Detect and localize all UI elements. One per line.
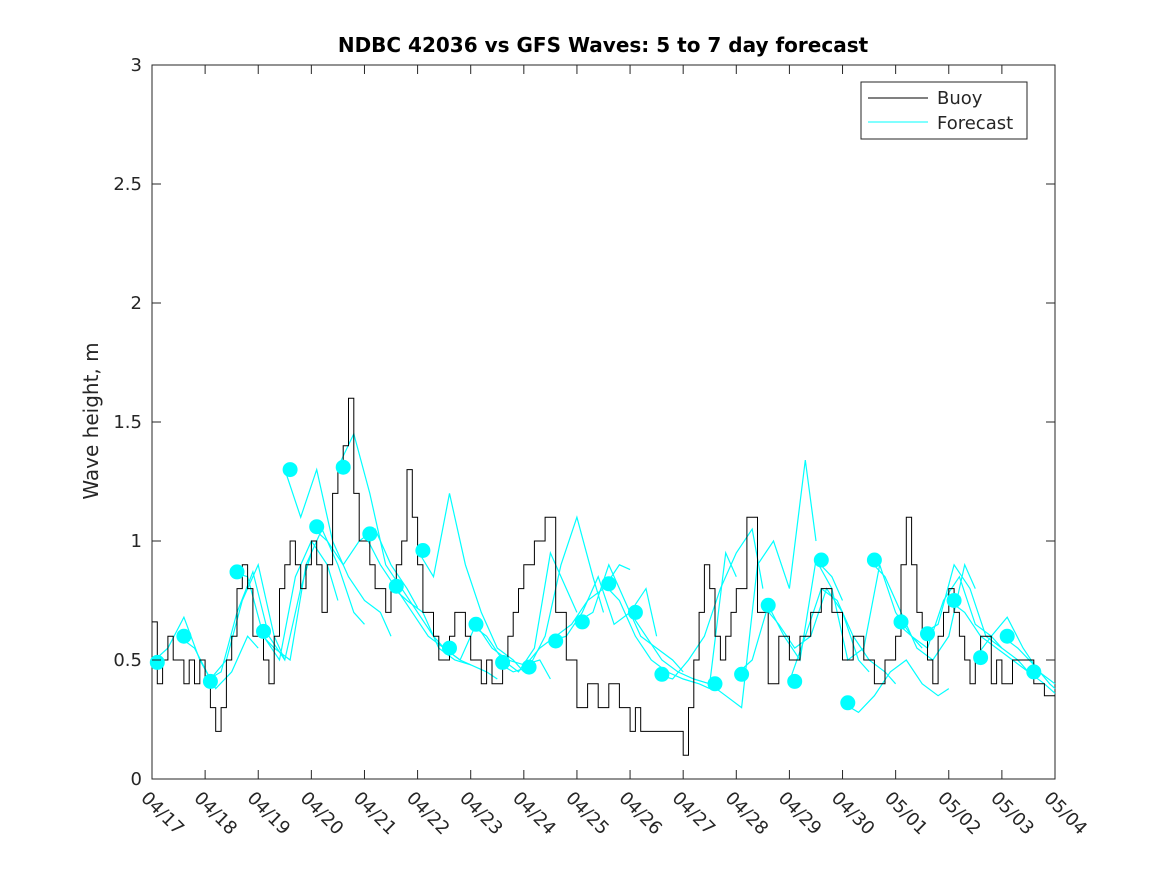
forecast-markers: [149, 459, 1042, 711]
forecast-marker-11: [442, 640, 457, 656]
legend-buoy-label: Buoy: [937, 88, 983, 109]
y-axis-label: Wave height, m: [79, 342, 103, 499]
forecast-marker-4: [256, 623, 271, 639]
forecast-marker-21: [734, 666, 750, 682]
x-tick-label: 04/28: [721, 788, 773, 840]
forecast-line-25: [842, 659, 950, 714]
forecast-marker-20: [707, 676, 723, 692]
forecast-line-23: [788, 587, 897, 685]
forecast-marker-23: [787, 673, 803, 689]
y-tick-label: 1: [131, 531, 142, 552]
x-tick-label: 04/21: [349, 788, 401, 840]
forecast-marker-31: [999, 628, 1015, 644]
x-tick-label: 04/23: [455, 788, 507, 840]
legend: Buoy Forecast: [860, 81, 1028, 140]
forecast-line-11: [443, 623, 551, 680]
x-tick-label: 04/20: [296, 788, 348, 840]
forecast-marker-8: [362, 526, 378, 542]
x-tick-label: 04/17: [136, 788, 188, 840]
forecast-marker-30: [973, 650, 989, 666]
forecast-marker-19: [654, 666, 670, 682]
legend-box: [860, 81, 1028, 140]
forecast-marker-16: [574, 614, 590, 630]
forecast-line-12: [470, 550, 578, 673]
x-tick-label: 04/22: [402, 788, 454, 840]
x-tick-label: 04/24: [508, 788, 560, 840]
forecast-line-3: [231, 539, 339, 662]
forecast-line-18: [629, 550, 737, 685]
forecast-marker-18: [627, 604, 643, 620]
x-tick-label: 05/03: [986, 788, 1038, 840]
forecast-marker-22: [760, 597, 776, 613]
y-tick-label: 2.5: [113, 174, 142, 195]
forecast-series: [151, 432, 1056, 714]
forecast-line-14: [523, 564, 631, 668]
x-tick-label: 04/30: [827, 788, 879, 840]
x-tick-label: 05/02: [933, 788, 985, 840]
forecast-marker-6: [309, 519, 325, 535]
forecast-marker-29: [946, 593, 962, 608]
forecast-line-21: [735, 558, 844, 675]
forecast-marker-5: [282, 462, 298, 478]
forecast-marker-2: [202, 673, 218, 689]
forecast-line-17: [603, 583, 710, 690]
forecast-marker-7: [335, 459, 351, 475]
y-tick-label: 2: [131, 293, 142, 314]
forecast-line-19: [656, 527, 764, 680]
forecast-marker-25: [840, 695, 856, 711]
forecast-line-24: [815, 559, 923, 662]
forecast-line-28: [921, 563, 1029, 673]
buoy-series: [152, 397, 1055, 756]
y-tick-label: 1.5: [113, 412, 142, 433]
forecast-line-2: [204, 552, 312, 682]
forecast-line-29: [948, 600, 1056, 694]
y-tick-label: 0: [131, 769, 142, 790]
x-tick-label: 05/04: [1039, 788, 1091, 840]
forecast-line-4: [257, 527, 365, 662]
forecast-marker-10: [415, 543, 431, 558]
buoy-line: [152, 397, 1055, 756]
forecast-marker-17: [601, 576, 617, 592]
forecast-marker-9: [388, 578, 404, 594]
forecast-line-5: [284, 467, 392, 637]
forecast-line-15: [550, 575, 658, 642]
y-tick-label: 3: [131, 55, 142, 76]
forecast-marker-12: [468, 616, 484, 632]
forecast-line-1: [178, 562, 286, 681]
forecast-marker-0: [149, 654, 165, 670]
x-tick-label: 04/18: [190, 788, 242, 840]
x-tick-label: 04/27: [668, 788, 720, 840]
plot-area: [151, 64, 1056, 780]
forecast-line-10: [417, 493, 525, 673]
forecast-marker-26: [866, 552, 882, 568]
forecast-marker-24: [813, 552, 829, 568]
forecast-line-13: [496, 515, 605, 673]
forecast-marker-15: [548, 633, 564, 649]
x-tick-label: 04/26: [615, 788, 667, 840]
forecast-marker-32: [1026, 664, 1042, 680]
forecast-marker-27: [893, 614, 909, 630]
forecast-line-20: [709, 460, 817, 709]
forecast-marker-1: [176, 628, 192, 644]
x-tick-label: 04/25: [561, 788, 613, 840]
legend-forecast-label: Forecast: [937, 113, 1013, 134]
forecast-line-7: [337, 432, 445, 649]
forecast-marker-13: [495, 654, 511, 670]
forecast-marker-3: [229, 564, 245, 580]
y-tick-label: 0.5: [113, 650, 142, 671]
x-tick-label: 04/19: [243, 788, 295, 840]
chart-title: NDBC 42036 vs GFS Waves: 5 to 7 day fore…: [338, 33, 869, 57]
forecast-marker-28: [920, 626, 935, 642]
x-tick-label: 05/01: [880, 788, 932, 840]
x-tick-label: 04/29: [774, 788, 826, 840]
forecast-marker-14: [521, 659, 537, 675]
